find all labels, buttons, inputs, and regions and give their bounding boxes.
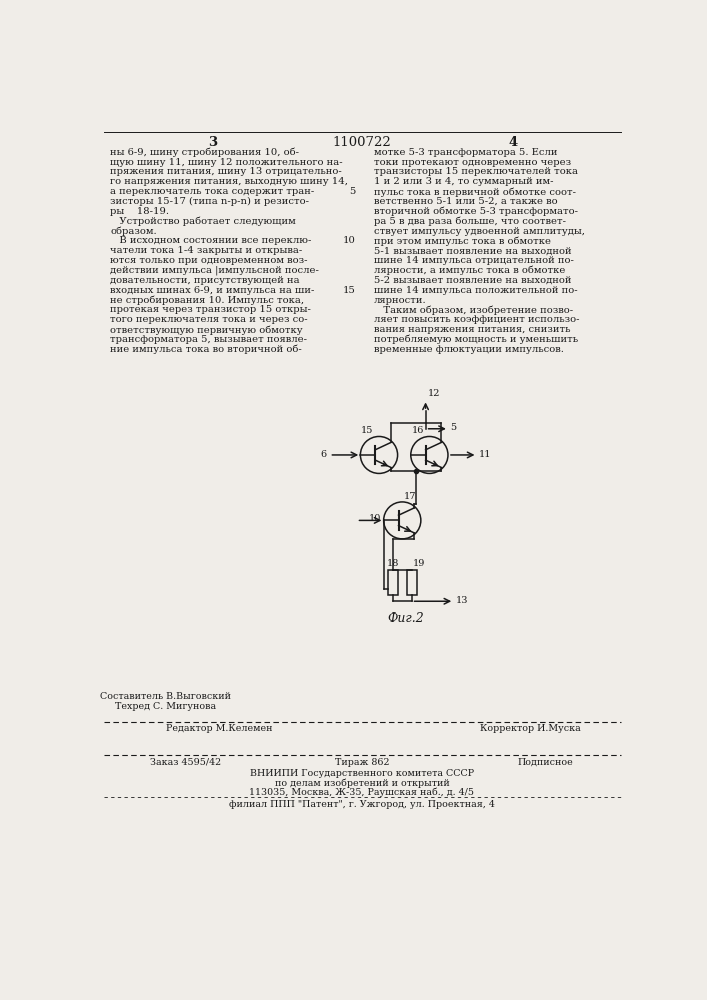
Text: 11: 11 <box>479 450 491 459</box>
Text: шине 14 импульса отрицательной по-: шине 14 импульса отрицательной по- <box>373 256 573 265</box>
Text: 13: 13 <box>456 596 468 605</box>
Text: транзисторы 15 переключателей тока: транзисторы 15 переключателей тока <box>373 167 578 176</box>
Text: пульс тока в первичной обмотке соот-: пульс тока в первичной обмотке соот- <box>373 187 575 197</box>
Text: пряжения питания, шину 13 отрицательно-: пряжения питания, шину 13 отрицательно- <box>110 167 341 176</box>
Text: Редактор М.Келемен: Редактор М.Келемен <box>166 724 272 733</box>
Bar <box>407 570 416 595</box>
Text: ние импульса тока во вторичной об-: ние импульса тока во вторичной об- <box>110 345 302 354</box>
Text: протекая через транзистор 15 откры-: протекая через транзистор 15 откры- <box>110 305 311 314</box>
Text: 17: 17 <box>404 492 416 501</box>
Text: 1 и 2 или 3 и 4, то суммарный им-: 1 и 2 или 3 и 4, то суммарный им- <box>373 177 553 186</box>
Text: 5-1 вызывает появление на выходной: 5-1 вызывает появление на выходной <box>373 246 571 255</box>
Text: 19: 19 <box>412 559 425 568</box>
Text: ветственно 5-1 или 5-2, а также во: ветственно 5-1 или 5-2, а также во <box>373 197 557 206</box>
Text: Корректор И.Муска: Корректор И.Муска <box>480 724 580 733</box>
Text: 5: 5 <box>349 187 356 196</box>
Text: не стробирования 10. Импульс тока,: не стробирования 10. Импульс тока, <box>110 296 304 305</box>
Text: Таким образом, изобретение позво-: Таким образом, изобретение позво- <box>373 305 573 315</box>
Text: 1100722: 1100722 <box>332 136 392 149</box>
Text: ствует импульсу удвоенной амплитуды,: ствует импульсу удвоенной амплитуды, <box>373 227 585 236</box>
Text: по делам изобретений и открытий: по делам изобретений и открытий <box>274 778 450 788</box>
Text: ВНИИПИ Государственного комитета СССР: ВНИИПИ Государственного комитета СССР <box>250 769 474 778</box>
Bar <box>388 570 398 595</box>
Text: Техред С. Мигунова: Техред С. Мигунова <box>115 702 216 711</box>
Text: лярности.: лярности. <box>373 296 426 305</box>
Text: Тираж 862: Тираж 862 <box>334 758 389 767</box>
Text: 12: 12 <box>428 389 440 398</box>
Text: чатели тока 1-4 закрыты и открыва-: чатели тока 1-4 закрыты и открыва- <box>110 246 303 255</box>
Text: шине 14 импульса положительной по-: шине 14 импульса положительной по- <box>373 286 577 295</box>
Text: токи протекают одновременно через: токи протекают одновременно через <box>373 158 571 167</box>
Text: 113035, Москва, Ж-35, Раушская наб., д. 4/5: 113035, Москва, Ж-35, Раушская наб., д. … <box>250 788 474 797</box>
Text: вания напряжения питания, снизить: вания напряжения питания, снизить <box>373 325 570 334</box>
Text: 10: 10 <box>369 514 381 523</box>
Text: а переключатель тока содержит тран-: а переключатель тока содержит тран- <box>110 187 315 196</box>
Text: Подписное: Подписное <box>518 758 573 767</box>
Text: мотке 5-3 трансформатора 5. Если: мотке 5-3 трансформатора 5. Если <box>373 148 557 157</box>
Text: ры    18-19.: ры 18-19. <box>110 207 169 216</box>
Text: 4: 4 <box>508 136 518 149</box>
Text: Устройство работает следующим: Устройство работает следующим <box>110 217 296 226</box>
Text: 3: 3 <box>208 136 217 149</box>
Text: щую шину 11, шину 12 положительного на-: щую шину 11, шину 12 положительного на- <box>110 158 343 167</box>
Text: 5: 5 <box>450 424 457 432</box>
Text: того переключателя тока и через со-: того переключателя тока и через со- <box>110 315 308 324</box>
Text: трансформатора 5, вызывает появле-: трансформатора 5, вызывает появле- <box>110 335 307 344</box>
Text: 10: 10 <box>343 236 356 245</box>
Text: 16: 16 <box>411 426 424 435</box>
Text: ра 5 в два раза больше, что соответ-: ра 5 в два раза больше, что соответ- <box>373 217 566 226</box>
Text: ляет повысить коэффициент использо-: ляет повысить коэффициент использо- <box>373 315 579 324</box>
Text: го напряжения питания, выходную шину 14,: го напряжения питания, выходную шину 14, <box>110 177 348 186</box>
Text: образом.: образом. <box>110 227 157 236</box>
Text: временные флюктуации импульсов.: временные флюктуации импульсов. <box>373 345 563 354</box>
Text: 18: 18 <box>387 559 399 568</box>
Text: ответствующую первичную обмотку: ответствующую первичную обмотку <box>110 325 303 335</box>
Text: входных шинах 6-9, и импульса на ши-: входных шинах 6-9, и импульса на ши- <box>110 286 315 295</box>
Text: ются только при одновременном воз-: ются только при одновременном воз- <box>110 256 308 265</box>
Text: потребляемую мощность и уменьшить: потребляемую мощность и уменьшить <box>373 335 578 344</box>
Text: довательности, присутствующей на: довательности, присутствующей на <box>110 276 300 285</box>
Text: при этом импульс тока в обмотке: при этом импульс тока в обмотке <box>373 236 551 246</box>
Text: действии импульса |импульсной после-: действии импульса |импульсной после- <box>110 266 319 275</box>
Text: Заказ 4595/42: Заказ 4595/42 <box>151 758 221 767</box>
Text: 5-2 вызывает появление на выходной: 5-2 вызывает появление на выходной <box>373 276 571 285</box>
Text: 15: 15 <box>361 426 373 435</box>
Text: зисторы 15-17 (типа n-p-n) и резисто-: зисторы 15-17 (типа n-p-n) и резисто- <box>110 197 309 206</box>
Text: ны 6-9, шину стробирования 10, об-: ны 6-9, шину стробирования 10, об- <box>110 148 299 157</box>
Text: вторичной обмотке 5-3 трансформато-: вторичной обмотке 5-3 трансформато- <box>373 207 578 216</box>
Text: В исходном состоянии все переклю-: В исходном состоянии все переклю- <box>110 236 312 245</box>
Text: Фиг.2: Фиг.2 <box>387 612 424 625</box>
Text: лярности, а импульс тока в обмотке: лярности, а импульс тока в обмотке <box>373 266 565 275</box>
Text: Составитель В.Выговский: Составитель В.Выговский <box>100 692 231 701</box>
Text: 6: 6 <box>320 450 327 459</box>
Text: 15: 15 <box>343 286 356 295</box>
Text: филиал ППП "Патент", г. Ужгород, ул. Проектная, 4: филиал ППП "Патент", г. Ужгород, ул. Про… <box>229 800 495 809</box>
